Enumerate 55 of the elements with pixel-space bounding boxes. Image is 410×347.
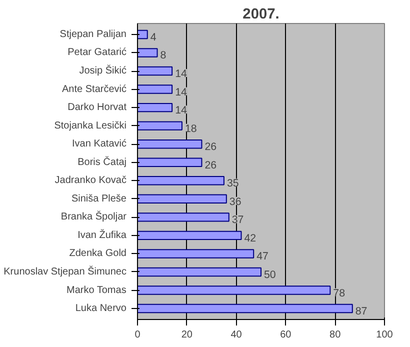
bar <box>138 48 158 58</box>
data-label: 47 <box>256 250 269 263</box>
x-tick-label: 60 <box>280 330 292 340</box>
x-tick-label: 100 <box>376 330 394 340</box>
x-tick-label: 20 <box>181 330 193 340</box>
y-tick-label: Ivan Žufika <box>78 228 127 241</box>
y-tick-label: Krunoslav Stjepan Šimunec <box>4 265 127 278</box>
data-label: 78 <box>333 287 346 300</box>
data-label: 18 <box>184 122 197 135</box>
y-tick-label: Luka Nervo <box>75 303 127 314</box>
y-tick-label: Siniša Pleše <box>71 193 127 204</box>
data-label: 26 <box>204 159 217 172</box>
bar <box>138 230 242 240</box>
y-tick-label: Petar Gatarić <box>68 47 127 58</box>
bar <box>138 194 227 204</box>
bar <box>138 66 173 76</box>
y-tick-label: Boris Čataj <box>78 156 126 168</box>
data-label: 37 <box>232 214 244 226</box>
data-label: 26 <box>204 141 217 154</box>
y-tick-label: Josip Šikić <box>79 64 127 77</box>
y-tick-label: Marko Tomas <box>66 284 126 296</box>
bar <box>138 139 202 149</box>
y-tick-label: Ante Starčević <box>62 84 127 95</box>
bar <box>138 176 224 186</box>
bar <box>138 249 254 258</box>
x-tick-label: 40 <box>230 330 242 340</box>
data-label: 35 <box>226 178 239 190</box>
bar <box>138 158 202 167</box>
bar <box>138 304 353 314</box>
y-tick-label: Stojanka Lesički <box>54 120 127 132</box>
bar <box>138 212 230 222</box>
y-tick-label: Branka Špoljar <box>60 210 128 223</box>
data-label: 4 <box>150 31 156 44</box>
x-tick-label: 80 <box>330 330 342 340</box>
bar <box>138 267 262 277</box>
data-label: 14 <box>175 104 188 117</box>
chart-title: 2007. <box>242 6 280 22</box>
y-tick-label: Ivan Katavić <box>72 138 127 150</box>
data-label: 36 <box>229 196 242 208</box>
bar <box>138 84 173 94</box>
bar <box>138 121 182 130</box>
data-label: 14 <box>175 86 188 98</box>
x-tick-label: 0 <box>134 330 141 340</box>
data-label: 50 <box>264 268 276 281</box>
data-label: 8 <box>160 50 166 62</box>
y-tick-label: Stjepan Palijan <box>60 28 127 40</box>
y-tick-label: Jadranko Kovač <box>54 175 127 186</box>
data-label: 14 <box>175 68 188 80</box>
bar <box>138 102 173 112</box>
bar <box>138 30 148 40</box>
data-label: 42 <box>244 232 256 244</box>
y-tick-label: Darko Horvat <box>68 102 127 114</box>
y-tick-label: Zdenka Gold <box>69 248 127 260</box>
bar <box>138 286 331 295</box>
data-label: 87 <box>355 306 368 318</box>
